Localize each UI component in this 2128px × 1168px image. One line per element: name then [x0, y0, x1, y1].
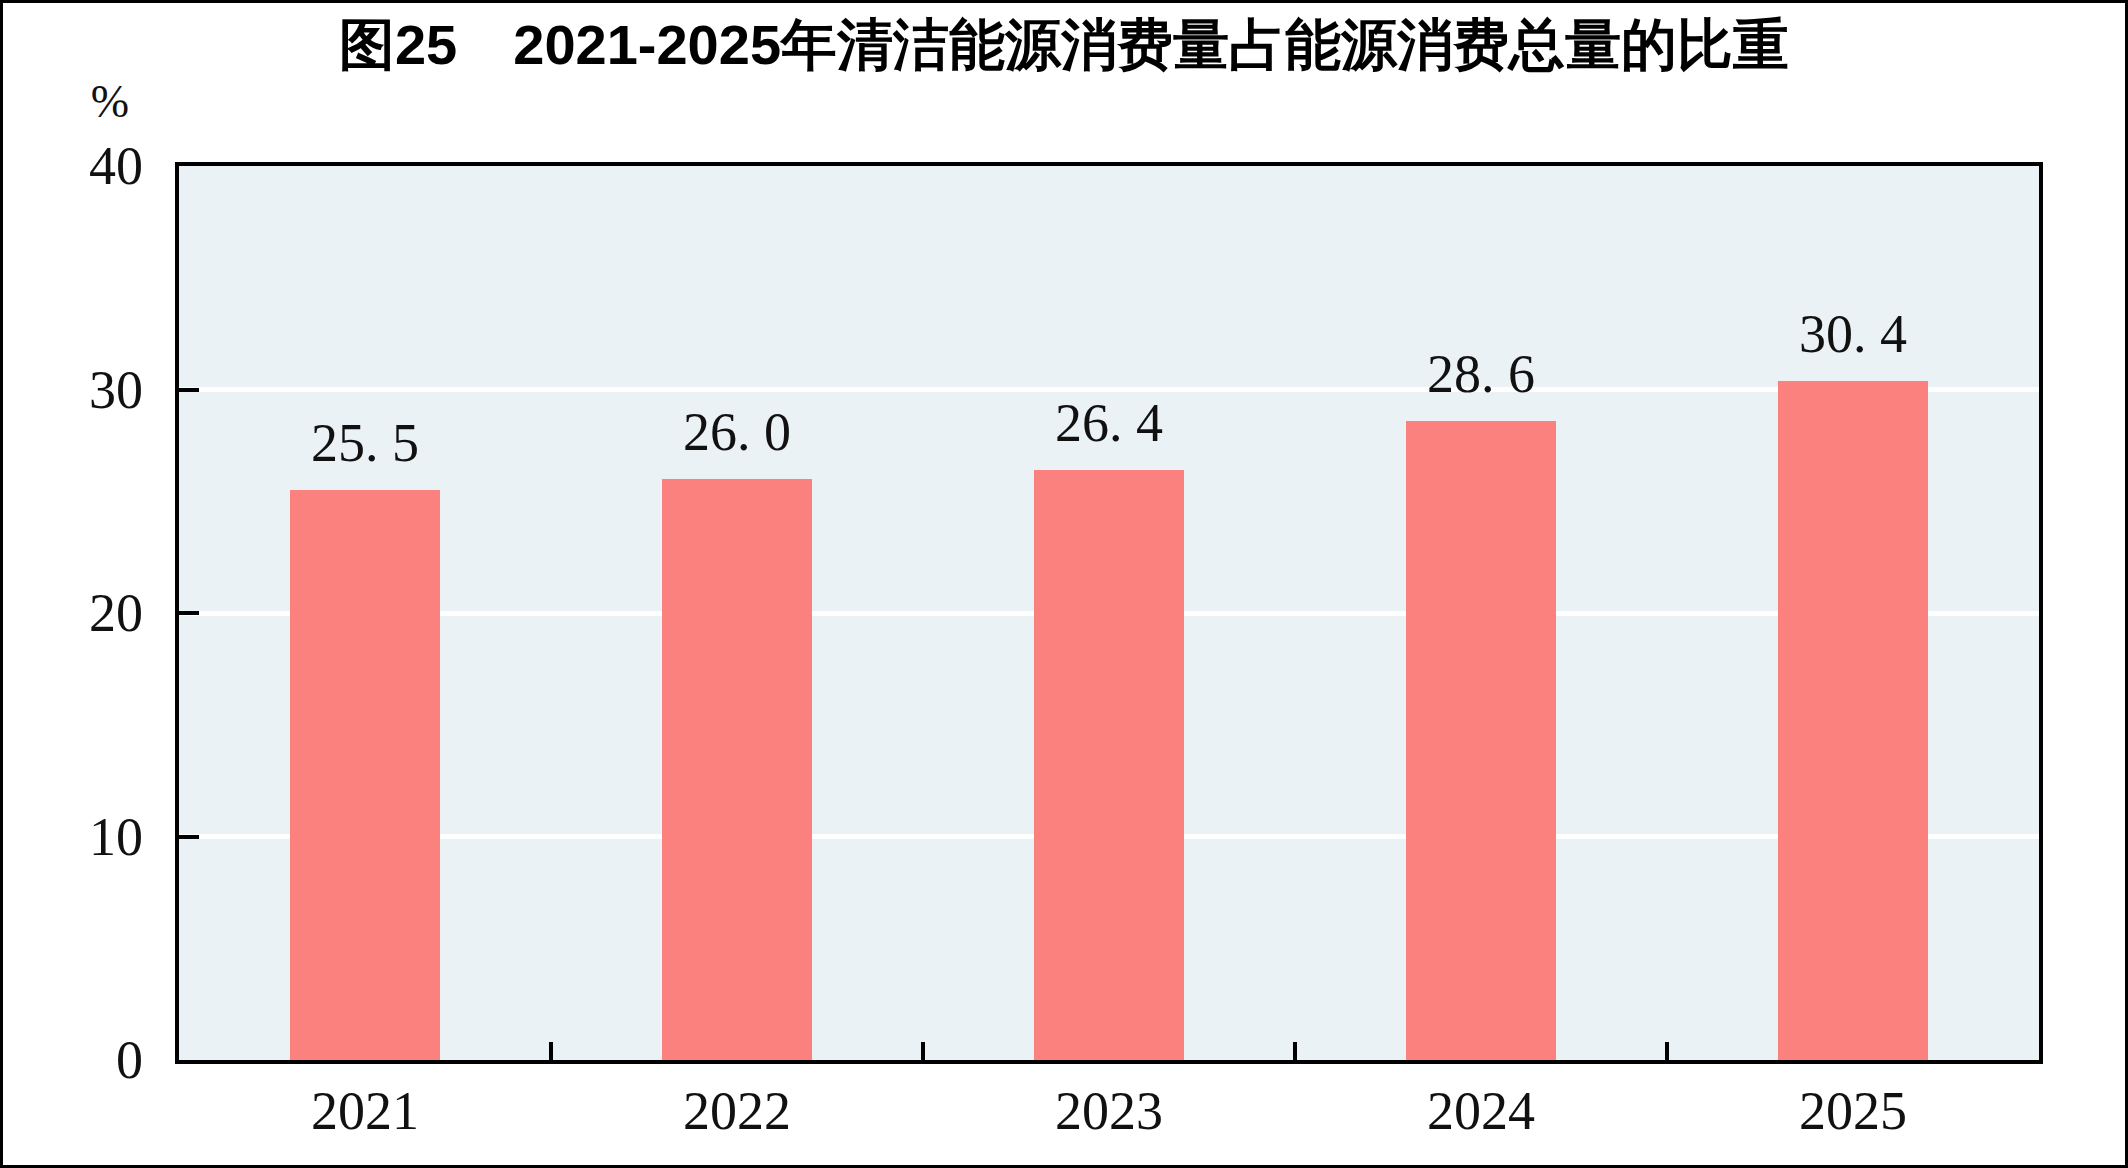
bar-2022 — [662, 479, 812, 1060]
bar-value-label-2025: 30. 4 — [1799, 307, 1907, 361]
x-axis-tick-3 — [1293, 1042, 1297, 1060]
y-axis-label-10: 10 — [3, 810, 143, 864]
y-axis-label-30: 30 — [3, 363, 143, 417]
chart-title: 图25 2021-2025年清洁能源消费量占能源消费总量的比重 — [3, 13, 2125, 77]
chart-canvas: 图25 2021-2025年清洁能源消费量占能源消费总量的比重 % 25. 52… — [0, 0, 2128, 1168]
bar-2024 — [1406, 421, 1556, 1060]
y-axis-label-0: 0 — [3, 1033, 143, 1087]
bar-2021 — [290, 490, 440, 1060]
x-axis-tick-4 — [1665, 1042, 1669, 1060]
x-axis-tick-2 — [921, 1042, 925, 1060]
x-axis-label-2023: 2023 — [1055, 1084, 1163, 1138]
x-axis-label-2021: 2021 — [311, 1084, 419, 1138]
x-axis-label-2022: 2022 — [683, 1084, 791, 1138]
plot-area: 25. 5 26. 0 26. 4 28. 6 30. 4 — [175, 162, 2043, 1064]
bar-value-label-2024: 28. 6 — [1427, 347, 1535, 401]
y-axis-tick-20 — [179, 611, 199, 615]
bar-value-label-2022: 26. 0 — [683, 405, 791, 459]
x-axis-tick-1 — [549, 1042, 553, 1060]
gridline-30 — [179, 387, 2039, 392]
bar-value-label-2023: 26. 4 — [1055, 396, 1163, 450]
y-axis-tick-10 — [179, 835, 199, 839]
x-axis-label-2024: 2024 — [1427, 1084, 1535, 1138]
bar-value-label-2021: 25. 5 — [311, 416, 419, 470]
y-axis-unit-label: % — [3, 79, 129, 125]
y-axis-label-20: 20 — [3, 586, 143, 640]
bar-2023 — [1034, 470, 1184, 1060]
x-axis-label-2025: 2025 — [1799, 1084, 1907, 1138]
y-axis-label-40: 40 — [3, 139, 143, 193]
bar-2025 — [1778, 381, 1928, 1060]
y-axis-tick-30 — [179, 388, 199, 392]
